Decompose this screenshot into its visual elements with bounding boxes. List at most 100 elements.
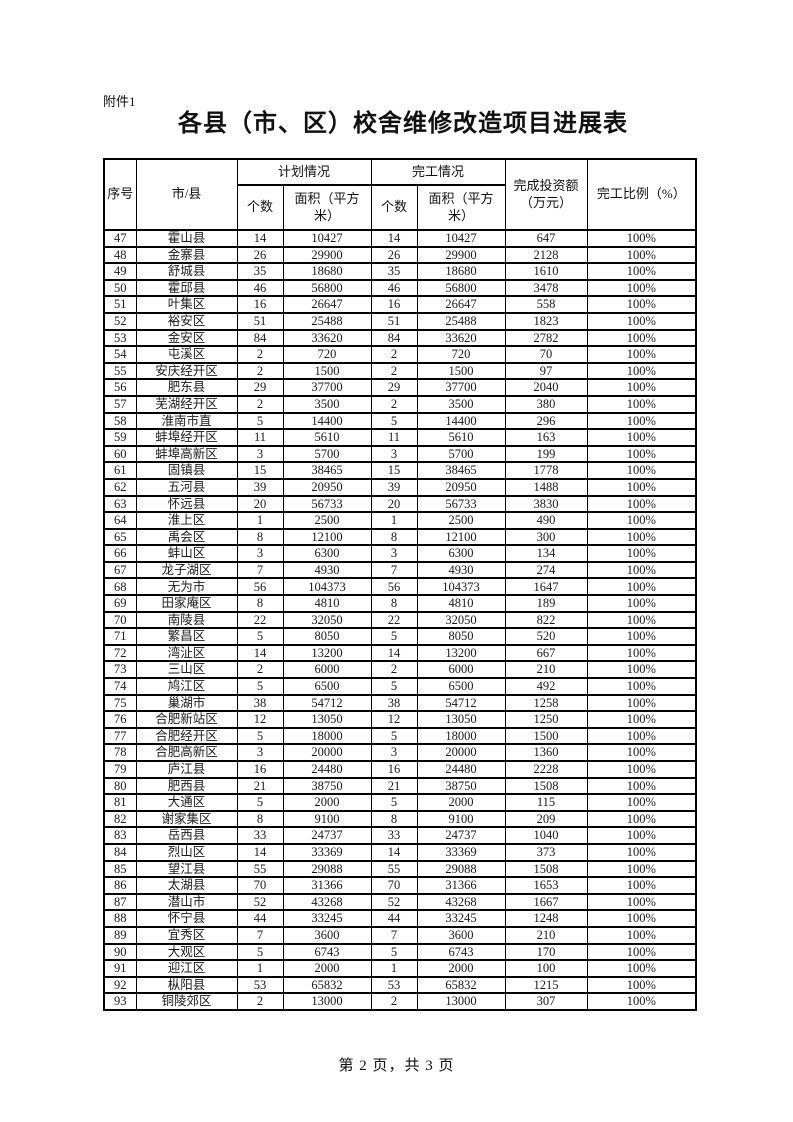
table-row: 75 巢湖市 38 54712 38 54712 1258 100% [103,693,697,713]
cell-seq: 82 [103,809,137,829]
cell-plan-count: 2 [236,992,284,1011]
cell-city-county: 烈山区 [135,842,238,862]
cell-done-area: 12100 [416,527,506,547]
cell-plan-count: 1 [236,511,284,530]
cell-plan-count: 39 [236,477,284,497]
cell-done-count: 14 [370,842,418,862]
cell-plan-count: 46 [236,278,284,298]
cell-investment: 1500 [504,726,588,746]
cell-completion-ratio: 100% [586,245,697,265]
cell-done-area: 32050 [416,610,506,630]
cell-done-area: 6500 [416,677,506,696]
cell-plan-area: 2000 [282,959,372,978]
cell-done-area: 24480 [416,760,506,779]
cell-plan-count: 8 [236,594,284,613]
cell-city-county: 三山区 [135,660,238,680]
cell-investment: 100 [504,959,588,978]
cell-seq: 92 [103,975,137,995]
cell-seq: 60 [103,444,137,464]
cell-seq: 61 [103,461,137,480]
cell-plan-count: 5 [236,726,284,746]
cell-completion-ratio: 100% [586,378,697,397]
cell-investment: 647 [504,229,588,248]
cell-done-count: 16 [370,295,418,314]
page-title: 各县（市、区）校舍维修改造项目进展表 [178,111,628,137]
cell-done-count: 15 [370,461,418,480]
cell-plan-count: 14 [236,643,284,663]
cell-city-county: 肥东县 [135,378,238,397]
cell-investment: 1778 [504,461,588,480]
cell-seq: 71 [103,627,137,646]
cell-completion-ratio: 100% [586,842,697,862]
cell-investment: 1508 [504,776,588,796]
cell-plan-area: 38750 [282,776,372,796]
cell-done-area: 104373 [416,577,506,597]
cell-city-county: 蚌埠经开区 [135,428,238,447]
cell-completion-ratio: 100% [586,560,697,580]
table-row: 60 蚌埠高新区 3 5700 3 5700 199 100% [103,444,697,464]
cell-city-county: 太湖县 [135,876,238,895]
cell-plan-count: 8 [236,809,284,829]
cell-done-count: 52 [370,892,418,912]
cell-done-area: 38750 [416,776,506,796]
cell-done-count: 70 [370,876,418,895]
cell-done-area: 4930 [416,560,506,580]
table-row: 71 繁昌区 5 8050 5 8050 520 100% [103,627,697,646]
cell-seq: 77 [103,726,137,746]
cell-investment: 2040 [504,378,588,397]
cell-seq: 70 [103,610,137,630]
cell-plan-area: 29088 [282,859,372,879]
cell-plan-count: 70 [236,876,284,895]
table-row: 92 枞阳县 53 65832 53 65832 1215 100% [103,975,697,995]
cell-plan-area: 65832 [282,975,372,995]
cell-plan-count: 22 [236,610,284,630]
cell-city-county: 潜山市 [135,892,238,912]
cell-investment: 1258 [504,693,588,713]
cell-plan-count: 55 [236,859,284,879]
cell-done-count: 53 [370,975,418,995]
cell-completion-ratio: 100% [586,693,697,713]
cell-completion-ratio: 100% [586,743,697,762]
cell-completion-ratio: 100% [586,262,697,281]
cell-done-count: 5 [370,627,418,646]
cell-investment: 2782 [504,328,588,348]
cell-completion-ratio: 100% [586,942,697,962]
cell-completion-ratio: 100% [586,627,697,646]
cell-done-count: 8 [370,594,418,613]
cell-completion-ratio: 100% [586,793,697,812]
cell-plan-area: 720 [282,345,372,364]
cell-investment: 1508 [504,859,588,879]
cell-done-count: 51 [370,311,418,331]
progress-table: 序号 市/县 计划情况 完工情况 完成投资额 （万元） 完工比例（%） 个数 面… [103,158,698,1011]
cell-completion-ratio: 100% [586,527,697,547]
cell-plan-count: 21 [236,776,284,796]
cell-city-county: 裕安区 [135,311,238,331]
table-row: 80 肥西县 21 38750 21 38750 1508 100% [103,776,697,796]
cell-city-county: 淮南市直 [135,411,238,431]
cell-done-area: 13050 [416,710,506,729]
cell-seq: 87 [103,892,137,912]
cell-seq: 57 [103,394,137,414]
cell-completion-ratio: 100% [586,892,697,912]
cell-completion-ratio: 100% [586,461,697,480]
table-row: 72 湾沚区 14 13200 14 13200 667 100% [103,643,697,663]
cell-investment: 115 [504,793,588,812]
cell-done-area: 6300 [416,544,506,563]
cell-plan-area: 56800 [282,278,372,298]
cell-plan-count: 2 [236,660,284,680]
cell-plan-count: 11 [236,428,284,447]
cell-plan-area: 1500 [282,361,372,381]
table-header: 序号 市/县 计划情况 完工情况 完成投资额 （万元） 完工比例（%） 个数 面… [103,158,697,231]
table-row: 62 五河县 39 20950 39 20950 1488 100% [103,477,697,497]
cell-plan-area: 2500 [282,511,372,530]
cell-plan-area: 37700 [282,378,372,397]
cell-investment: 274 [504,560,588,580]
cell-done-count: 5 [370,942,418,962]
table-row: 93 铜陵郊区 2 13000 2 13000 307 100% [103,992,697,1011]
cell-completion-ratio: 100% [586,278,697,298]
cell-seq: 91 [103,959,137,978]
cell-done-area: 56733 [416,494,506,514]
attachment-label: 附件1 [103,94,136,109]
table-row: 83 岳西县 33 24737 33 24737 1040 100% [103,826,697,845]
cell-city-county: 庐江县 [135,760,238,779]
